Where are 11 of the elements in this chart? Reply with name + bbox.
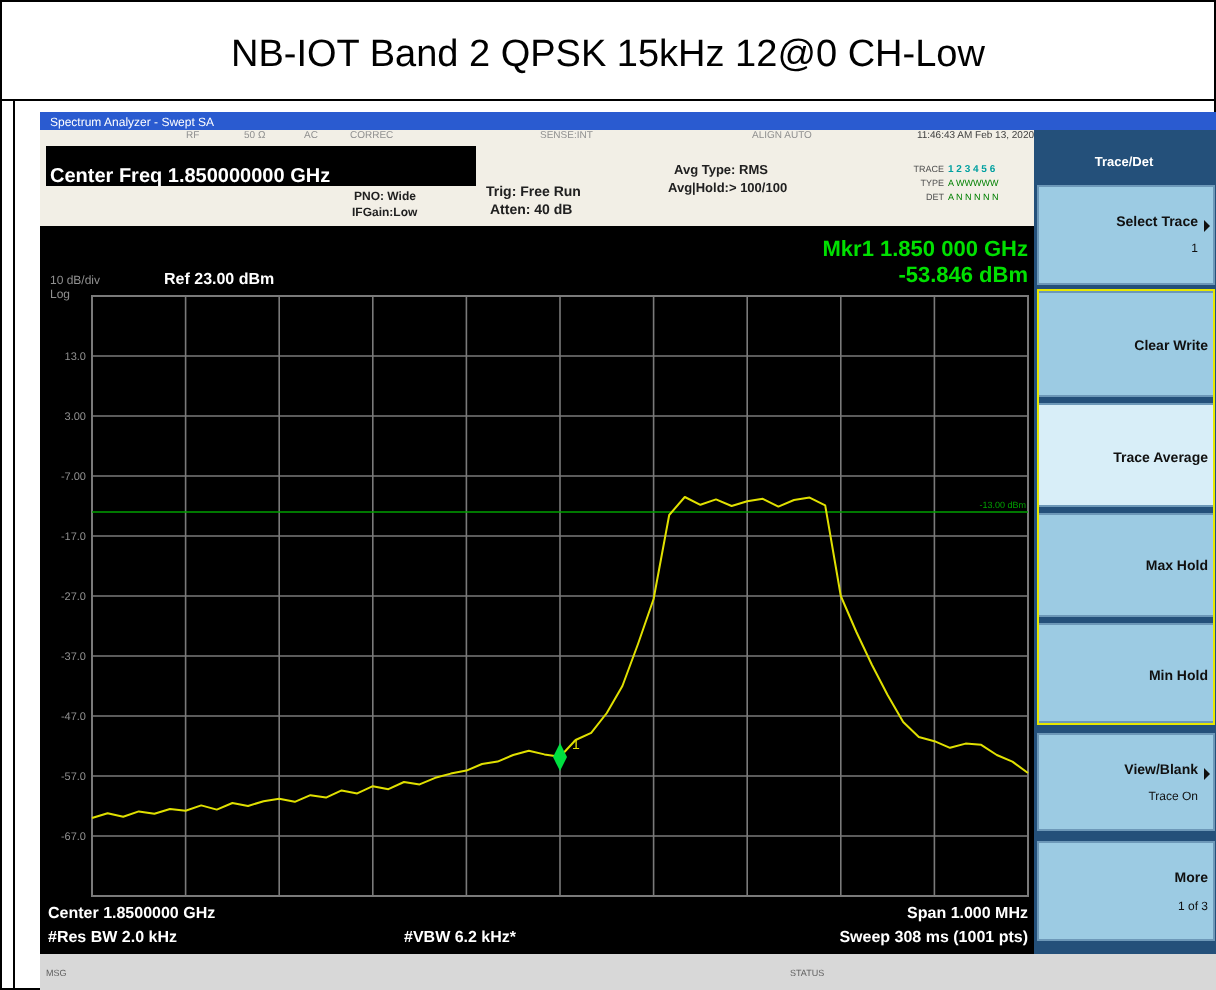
chart-title: NB-IOT Band 2 QPSK 15kHz 12@0 CH-Low: [231, 34, 986, 76]
line-series: [91, 496, 1029, 819]
text: Ref 23.00 dBm: [164, 270, 275, 288]
text: #VBW 6.2 kHz*: [404, 928, 518, 946]
text: Span 1.000 MHz: [907, 904, 1028, 922]
text: Center Freq 1.850000000 GHz: [50, 166, 331, 188]
text: Center 1.8500000 GHz: [48, 904, 216, 922]
text: Sweep 308 ms (1001 pts): [839, 928, 1029, 946]
text: Mkr1 1.850 000 GHz: [822, 238, 1029, 262]
text: #Res BW 2.0 kHz: [48, 928, 177, 946]
text: -53.846 dBm: [898, 264, 1029, 288]
